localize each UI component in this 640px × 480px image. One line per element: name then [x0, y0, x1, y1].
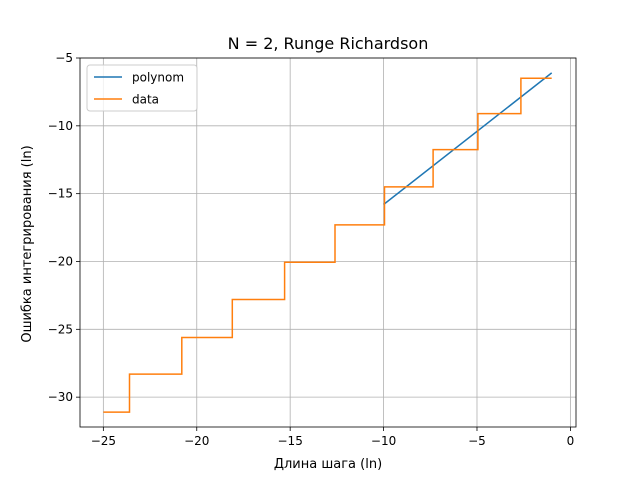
y-tick-label: −25: [48, 322, 73, 336]
legend-label-data: data: [132, 93, 159, 107]
legend: polynom data: [86, 64, 198, 112]
legend-label-polynom: polynom: [132, 71, 184, 85]
y-tick-label: −30: [48, 390, 73, 404]
x-tick-label: −10: [371, 434, 396, 448]
series-line-polynom: [383, 72, 553, 206]
plot-frame: [79, 57, 577, 428]
series-line-data: [103, 77, 552, 413]
x-tick-label: −20: [184, 434, 209, 448]
x-tick-label: −5: [468, 434, 486, 448]
y-axis-label: Ошибка интегрирования (ln): [20, 145, 35, 342]
x-axis-label: Длина шага (ln): [274, 457, 382, 472]
y-tick-label: −15: [48, 187, 73, 201]
grid: [80, 57, 576, 427]
y-tick-label: −20: [48, 254, 73, 268]
y-tick-label: −5: [55, 51, 73, 65]
x-tick-label: −15: [278, 434, 303, 448]
ticks: −25 −20 −15 −10 −5 0 −30 −25 −20 −15 −10 −5: [48, 51, 575, 448]
x-tick-label: −25: [91, 434, 116, 448]
series-layer: [103, 72, 553, 413]
chart-title: N = 2, Runge Richardson: [228, 34, 429, 53]
x-tick-label: 0: [567, 434, 575, 448]
y-tick-label: −10: [48, 119, 73, 133]
